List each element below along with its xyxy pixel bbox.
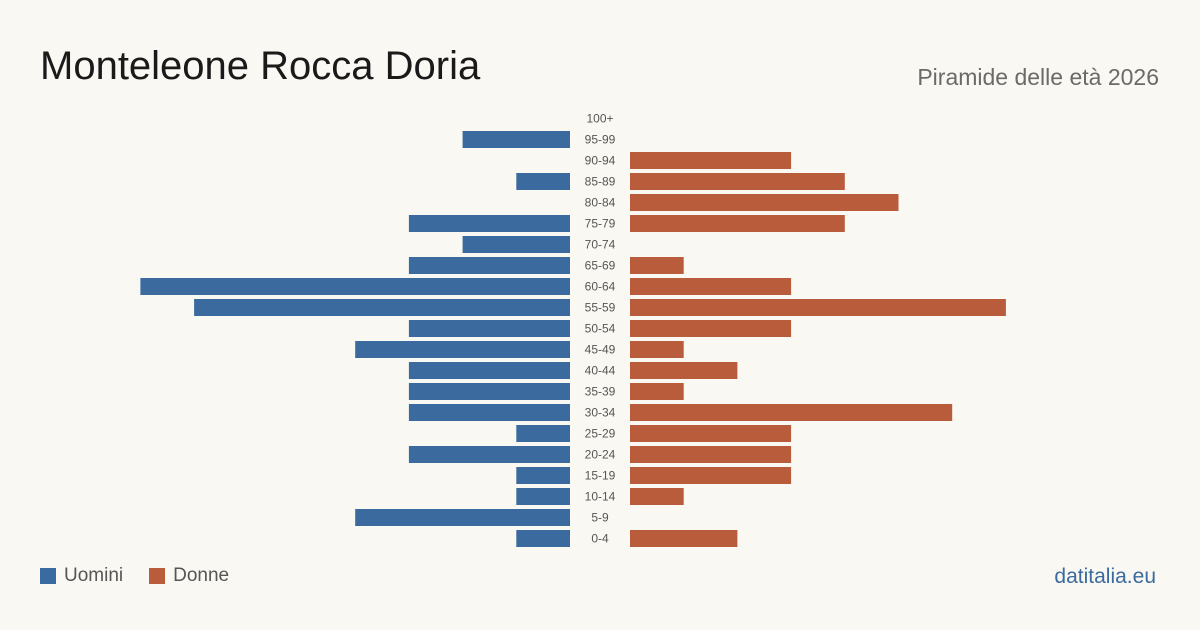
bar-women-55-59 <box>630 299 1006 316</box>
bar-women-90-94 <box>630 152 792 169</box>
bar-women-10-14 <box>630 488 684 505</box>
age-label-75-79: 75-79 <box>585 217 616 231</box>
bar-men-50-54 <box>408 320 570 337</box>
bar-women-35-39 <box>630 383 684 400</box>
bar-men-95-99 <box>462 131 570 148</box>
age-label-55-59: 55-59 <box>585 301 616 315</box>
age-label-30-34: 30-34 <box>585 406 616 420</box>
age-label-90-94: 90-94 <box>585 154 616 168</box>
bar-men-0-4 <box>516 530 570 547</box>
bar-women-45-49 <box>630 341 684 358</box>
age-label-65-69: 65-69 <box>585 259 616 273</box>
age-label-85-89: 85-89 <box>585 175 616 189</box>
bar-women-85-89 <box>630 173 845 190</box>
bar-women-80-84 <box>630 194 899 211</box>
bar-women-75-79 <box>630 215 845 232</box>
age-label-40-44: 40-44 <box>585 364 616 378</box>
age-label-70-74: 70-74 <box>585 238 616 252</box>
bar-men-15-19 <box>516 467 570 484</box>
age-label-100plus: 100+ <box>586 112 613 126</box>
bar-women-20-24 <box>630 446 792 463</box>
bar-men-25-29 <box>516 425 570 442</box>
bar-women-40-44 <box>630 362 738 379</box>
bar-men-65-69 <box>408 257 570 274</box>
age-label-15-19: 15-19 <box>585 469 616 483</box>
bar-men-10-14 <box>516 488 570 505</box>
age-label-80-84: 80-84 <box>585 196 616 210</box>
age-label-0-4: 0-4 <box>591 532 609 546</box>
bar-women-50-54 <box>630 320 792 337</box>
age-label-25-29: 25-29 <box>585 427 616 441</box>
bar-women-25-29 <box>630 425 792 442</box>
bar-women-30-34 <box>630 404 953 421</box>
bar-men-70-74 <box>462 236 570 253</box>
age-label-10-14: 10-14 <box>585 490 616 504</box>
bar-men-75-79 <box>408 215 570 232</box>
legend-swatch-women <box>149 568 166 584</box>
bar-men-60-64 <box>140 278 570 295</box>
bar-women-60-64 <box>630 278 792 295</box>
bar-women-15-19 <box>630 467 792 484</box>
legend-item-women: Donne <box>149 565 229 587</box>
age-label-95-99: 95-99 <box>585 133 616 147</box>
bar-men-5-9 <box>355 509 570 526</box>
bar-men-85-89 <box>516 173 570 190</box>
age-label-60-64: 60-64 <box>585 280 616 294</box>
age-label-45-49: 45-49 <box>585 343 616 357</box>
bar-women-0-4 <box>630 530 738 547</box>
age-label-20-24: 20-24 <box>585 448 616 462</box>
chart-title: Monteleone Rocca Doria <box>40 44 481 88</box>
bar-men-30-34 <box>408 404 570 421</box>
legend: Uomini Donne <box>40 565 255 587</box>
chart-subtitle: Piramide delle età 2026 <box>917 64 1159 90</box>
bar-women-65-69 <box>630 257 684 274</box>
legend-swatch-men <box>40 568 56 584</box>
age-label-35-39: 35-39 <box>585 385 616 399</box>
bar-men-45-49 <box>355 341 570 358</box>
brand-link[interactable]: datitalia.eu <box>1054 565 1156 588</box>
bar-men-55-59 <box>194 299 570 316</box>
legend-label-women: Donne <box>173 565 230 586</box>
age-label-5-9: 5-9 <box>591 511 609 525</box>
bar-men-40-44 <box>408 362 570 379</box>
legend-label-men: Uomini <box>64 565 124 586</box>
bar-men-35-39 <box>408 383 570 400</box>
age-label-50-54: 50-54 <box>585 322 616 336</box>
legend-item-men: Uomini <box>40 565 123 587</box>
bar-men-20-24 <box>408 446 570 463</box>
